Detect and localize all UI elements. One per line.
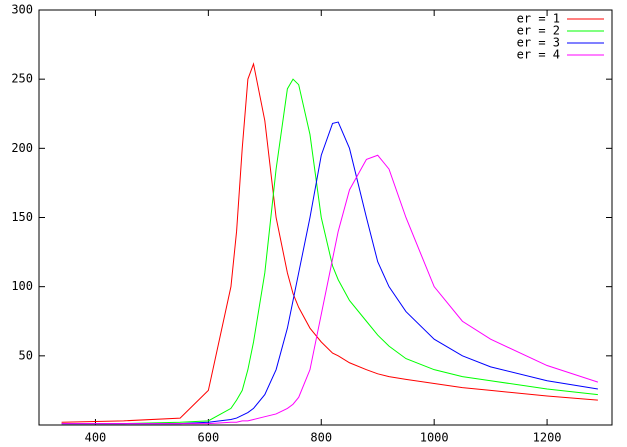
x-tick-label: 1000: [420, 431, 449, 445]
x-tick-label: 1200: [533, 431, 562, 445]
series-line: [61, 62, 598, 423]
legend-label: er = 3: [517, 36, 560, 50]
y-tick-label: 50: [19, 348, 33, 362]
x-tick-label: 400: [85, 431, 107, 445]
y-tick-label: 100: [11, 279, 33, 293]
legend-label: er = 2: [517, 24, 560, 38]
series-line: [61, 154, 599, 425]
legend-label: er = 1: [517, 12, 560, 26]
y-tick-label: 300: [11, 3, 33, 17]
series-line: [61, 78, 598, 425]
series-line: [61, 121, 598, 425]
y-tick-label: 150: [11, 210, 33, 224]
y-tick-label: 250: [11, 72, 33, 86]
legend-label: er = 4: [517, 48, 560, 62]
plot-border: [38, 9, 613, 426]
y-tick-label: 200: [11, 141, 33, 155]
x-tick-label: 800: [310, 431, 332, 445]
x-tick-label: 600: [198, 431, 220, 445]
